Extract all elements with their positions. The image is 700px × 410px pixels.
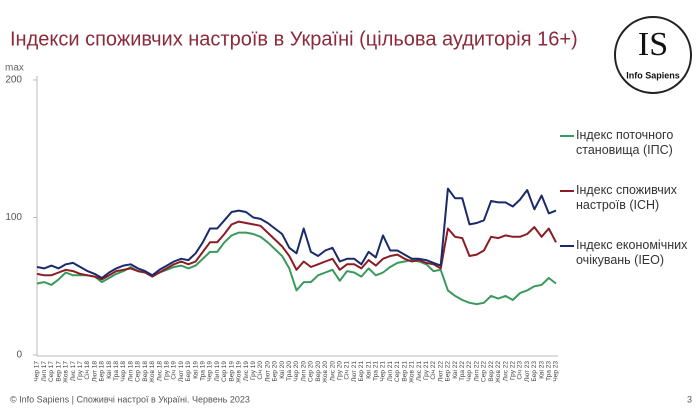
x-tick-label: Гру 21 bbox=[423, 361, 430, 380]
y-axis-label: max bbox=[5, 63, 24, 74]
y-tick-label: 200 bbox=[5, 75, 22, 86]
x-tick-label: Тра 20 bbox=[286, 361, 293, 381]
x-tick-label: Вер 19 bbox=[228, 361, 235, 382]
x-tick-label: Кві 21 bbox=[364, 361, 372, 379]
y-tick-label: 0 bbox=[16, 350, 22, 361]
x-tick-label: Лип 20 bbox=[300, 361, 307, 382]
x-tick-label: Лют 21 bbox=[351, 361, 358, 382]
x-tick-label: Кві 20 bbox=[278, 361, 286, 379]
legend-entry: Індекс економічних очікувань (ІЕО) bbox=[560, 238, 694, 268]
legend-label: Індекс економічних очікувань (ІЕО) bbox=[576, 238, 688, 267]
x-tick-label: Жов 17 bbox=[63, 361, 70, 383]
logo-name: Info Sapiens bbox=[626, 70, 680, 80]
x-tick-label: Лип 19 bbox=[214, 361, 221, 382]
series-line bbox=[36, 187, 557, 279]
x-tick-label: Гру 17 bbox=[77, 361, 84, 380]
y-tick-label: 100 bbox=[5, 212, 22, 223]
x-tick-label: Лют 22 bbox=[437, 361, 444, 382]
x-tick-label: Сер 21 bbox=[394, 361, 401, 382]
x-tick-label: Тра 23 bbox=[546, 361, 553, 381]
x-tick-label: Лис 21 bbox=[416, 361, 423, 382]
x-tick-label: Тра 22 bbox=[459, 361, 466, 381]
x-tick-label: Лип 22 bbox=[473, 361, 480, 382]
x-tick-label: Чер 19 bbox=[207, 361, 214, 382]
x-tick-label: Вер 22 bbox=[488, 361, 495, 382]
x-tick-label: Лис 17 bbox=[70, 361, 77, 382]
legend-swatch bbox=[560, 190, 574, 192]
chart-title: Індекси споживчих настроїв в Україні (ці… bbox=[10, 28, 578, 50]
x-tick-label: Кві 18 bbox=[105, 361, 113, 379]
logo-circle bbox=[614, 16, 692, 94]
x-tick-label: Гру 22 bbox=[509, 361, 516, 380]
logo-mark: IS bbox=[638, 26, 668, 63]
x-tick-label: Вер 17 bbox=[55, 361, 62, 382]
x-tick-label: Лис 19 bbox=[243, 361, 250, 382]
x-tick-label: Сер 19 bbox=[221, 361, 228, 382]
x-tick-label: Гру 18 bbox=[163, 361, 170, 380]
x-tick-label: Лис 22 bbox=[502, 361, 509, 382]
x-tick-label: Тра 18 bbox=[113, 361, 120, 381]
legend-label: Індекс поточного становища (ІПС) bbox=[576, 128, 674, 157]
x-tick-label: Чер 17 bbox=[34, 361, 41, 382]
x-tick-label: Лип 18 bbox=[127, 361, 134, 382]
x-tick-label: Січ 20 bbox=[256, 361, 264, 380]
x-tick-label: Сер 18 bbox=[135, 361, 142, 382]
x-tick-label: Вер 18 bbox=[142, 361, 149, 382]
x-tick-label: Тра 19 bbox=[200, 361, 207, 381]
legend-entry: Індекс споживчих настроїв (ІСН) bbox=[560, 183, 694, 213]
x-tick-label: Бер 18 bbox=[99, 361, 106, 382]
x-tick-label: Вер 21 bbox=[401, 361, 408, 382]
x-tick-label: Чер 23 bbox=[553, 361, 560, 382]
x-tick-label: Лис 18 bbox=[156, 361, 163, 382]
x-tick-label: Жов 18 bbox=[149, 361, 156, 383]
x-tick-label: Чер 21 bbox=[380, 361, 387, 382]
x-tick-label: Чер 18 bbox=[120, 361, 127, 382]
footer-text: © Info Sapiens | Споживчі настрої в Укра… bbox=[10, 394, 250, 404]
x-tick-label: Січ 22 bbox=[429, 361, 437, 380]
x-tick-label: Бер 20 bbox=[272, 361, 279, 382]
x-tick-label: Жов 22 bbox=[495, 361, 502, 383]
x-tick-label: Тра 21 bbox=[373, 361, 380, 381]
x-tick-label: Сер 17 bbox=[48, 361, 55, 382]
x-tick-label: Лис 20 bbox=[329, 361, 336, 382]
x-tick-label: Лют 19 bbox=[178, 361, 185, 382]
x-tick-label: Лип 17 bbox=[41, 361, 48, 382]
x-tick-label: Сер 20 bbox=[308, 361, 315, 382]
x-tick-label: Бер 23 bbox=[531, 361, 538, 382]
legend-label: Індекс споживчих настроїв (ІСН) bbox=[576, 183, 677, 212]
x-tick-label: Бер 22 bbox=[445, 361, 452, 382]
x-tick-label: Бер 19 bbox=[185, 361, 192, 382]
x-tick-label: Січ 21 bbox=[343, 361, 351, 380]
x-tick-label: Січ 19 bbox=[170, 361, 178, 380]
x-tick-label: Кві 22 bbox=[451, 361, 459, 379]
x-tick-label: Чер 22 bbox=[466, 361, 473, 382]
x-tick-label: Чер 20 bbox=[293, 361, 300, 382]
x-tick-label: Гру 20 bbox=[336, 361, 343, 380]
x-tick-label: Лют 18 bbox=[91, 361, 98, 382]
legend-entry: Індекс поточного становища (ІПС) bbox=[560, 128, 694, 158]
x-tick-label: Жов 20 bbox=[322, 361, 329, 383]
legend-swatch bbox=[560, 135, 574, 137]
x-tick-label: Бер 21 bbox=[358, 361, 365, 382]
legend-swatch bbox=[560, 245, 574, 247]
x-tick-label: Кві 23 bbox=[537, 361, 545, 379]
x-tick-label: Жов 21 bbox=[409, 361, 416, 383]
x-tick-label: Лип 21 bbox=[387, 361, 394, 382]
series-line bbox=[36, 231, 557, 306]
series-line bbox=[36, 220, 557, 281]
x-tick-label: Січ 18 bbox=[83, 361, 91, 380]
page-number: 3 bbox=[687, 394, 692, 404]
x-tick-label: Сер 22 bbox=[481, 361, 488, 382]
x-tick-label: Січ 23 bbox=[516, 361, 524, 380]
x-tick-label: Вер 20 bbox=[315, 361, 322, 382]
x-tick-label: Лют 20 bbox=[264, 361, 271, 382]
x-tick-label: Жов 19 bbox=[236, 361, 243, 383]
x-tick-label: Гру 19 bbox=[250, 361, 257, 380]
x-tick-label: Лют 23 bbox=[524, 361, 531, 382]
x-tick-label: Кві 19 bbox=[191, 361, 199, 379]
